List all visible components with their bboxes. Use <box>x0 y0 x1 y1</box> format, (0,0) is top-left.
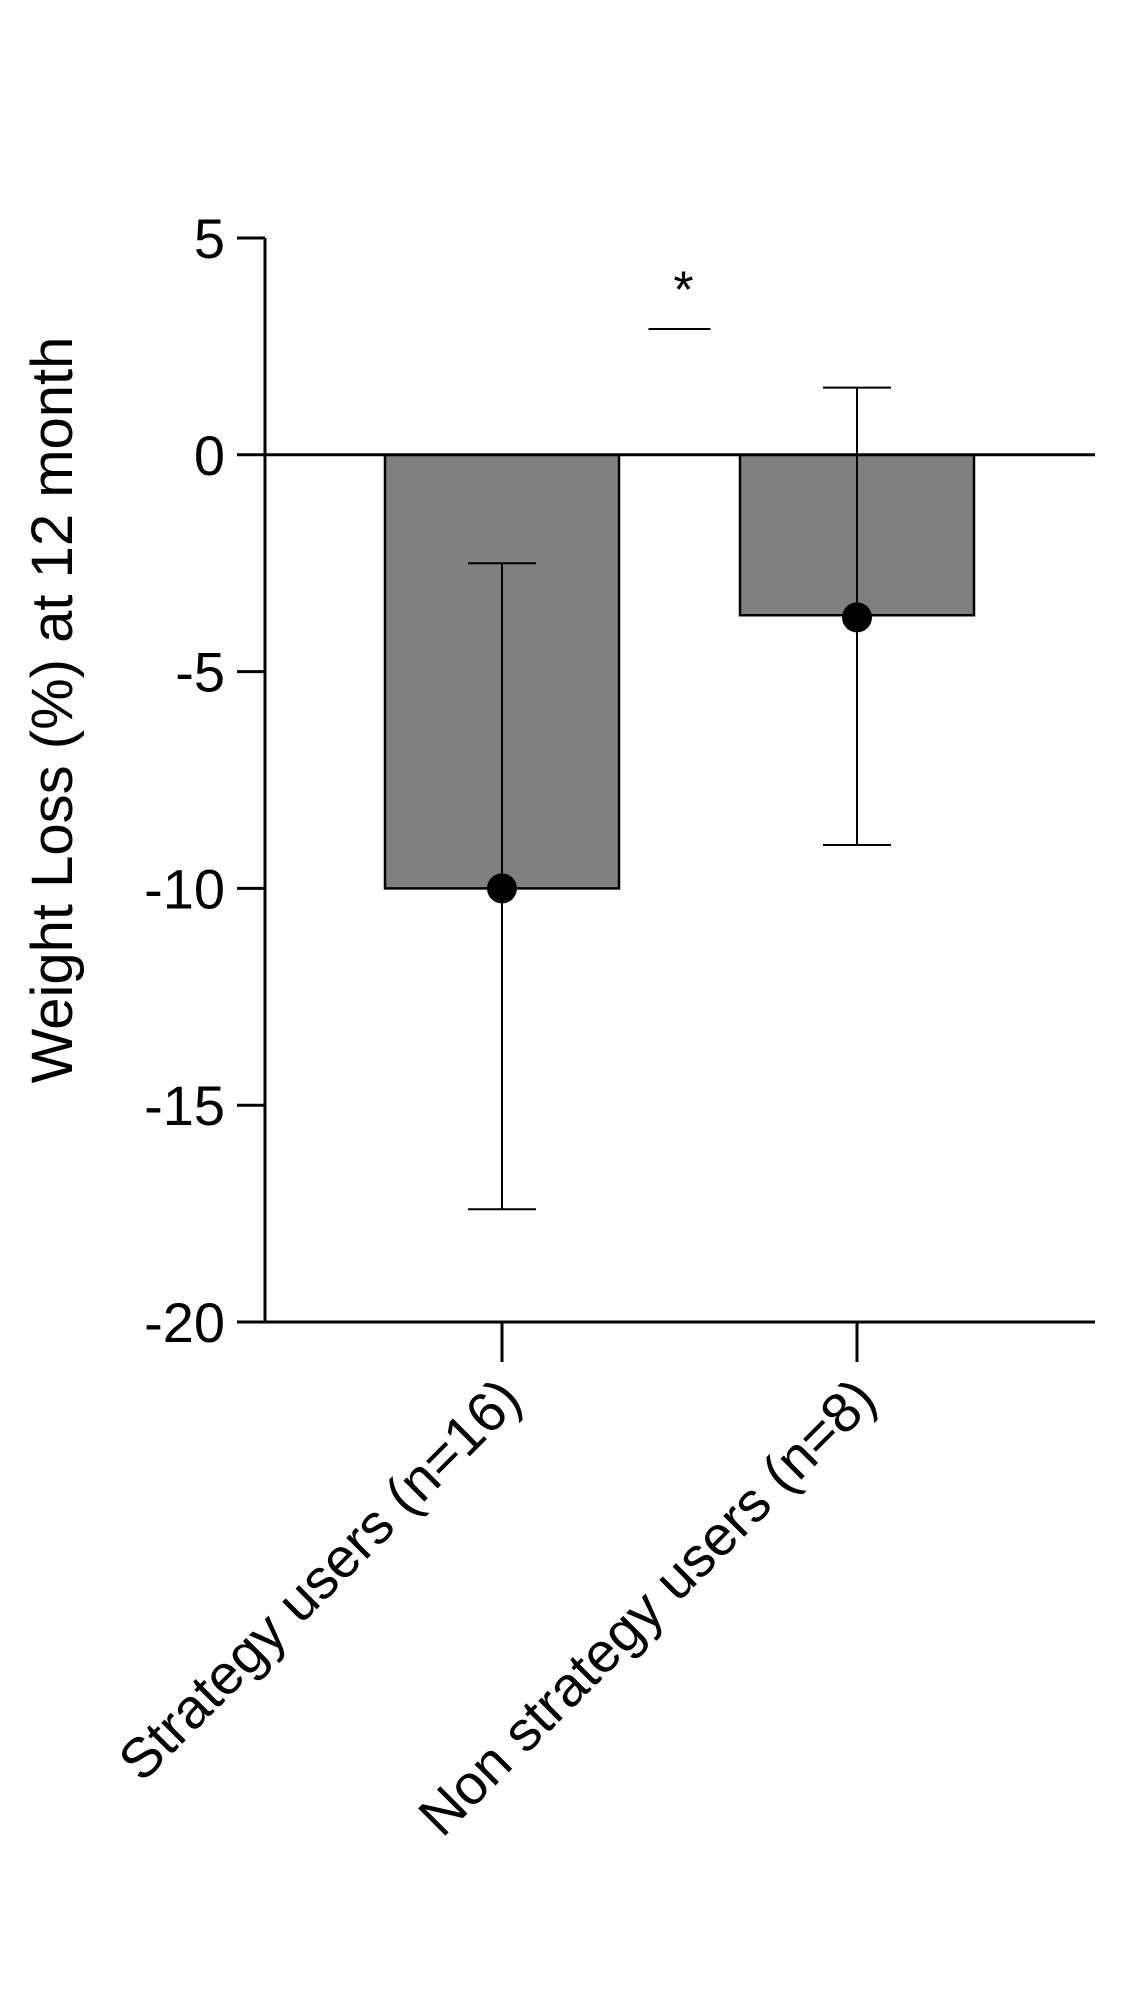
y-ticks: 5 0 -5 -10 -15 -20 <box>144 207 265 1354</box>
x-tick-label-0: Strategy users (n=16) <box>106 1366 532 1792</box>
y-tick-label-2: -5 <box>175 641 225 704</box>
y-tick-label-4: -15 <box>144 1074 225 1137</box>
axis-layer <box>263 238 1095 1324</box>
x-ticks: Strategy users (n=16)Non strategy users … <box>106 1322 887 1847</box>
data-point-1 <box>842 602 872 633</box>
y-tick-label-0: 5 <box>194 207 225 270</box>
significance-marker: * <box>673 261 693 319</box>
points-layer <box>487 602 872 904</box>
y-tick-label-5: -20 <box>144 1291 225 1354</box>
data-point-0 <box>487 873 517 904</box>
y-axis-title: Weight Loss (%) at 12 month <box>20 337 85 1084</box>
y-tick-label-1: 0 <box>194 424 225 487</box>
significance-annotation: * <box>648 261 711 331</box>
bars-layer <box>383 453 976 890</box>
y-tick-label-3: -10 <box>144 857 225 920</box>
